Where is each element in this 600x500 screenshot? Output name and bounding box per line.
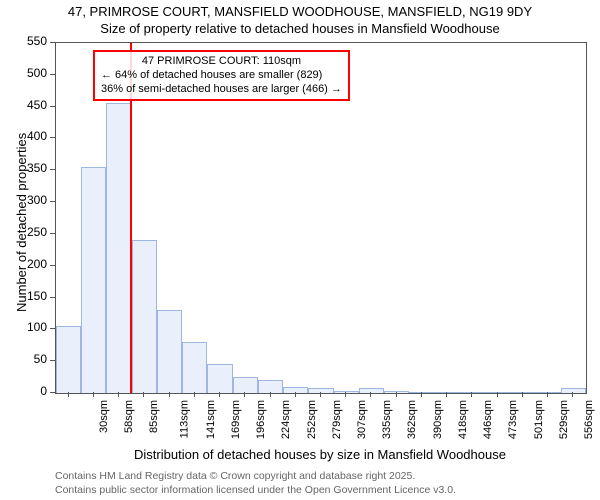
x-tick-mark [471,392,472,397]
y-tick-mark [50,169,55,170]
x-tick-label: 556sqm [583,400,595,439]
histogram-bar [384,391,409,393]
x-tick-mark [93,392,94,397]
x-tick-mark [547,392,548,397]
y-tick-label: 450 [0,98,47,112]
x-tick-label: 362sqm [407,400,419,439]
x-tick-mark [194,392,195,397]
footer-line-1: Contains HM Land Registry data © Crown c… [55,470,456,484]
x-tick-label: 529sqm [558,400,570,439]
y-tick-label: 350 [0,161,47,175]
footer-attribution: Contains HM Land Registry data © Crown c… [55,470,456,497]
y-tick-label: 150 [0,289,47,303]
x-tick-mark [169,392,170,397]
x-tick-mark [295,392,296,397]
x-tick-mark [68,392,69,397]
x-axis-label: Distribution of detached houses by size … [55,447,585,462]
x-tick-label: 252sqm [306,400,318,439]
title-line-2: Size of property relative to detached ho… [0,21,600,38]
chart-container: 47, PRIMROSE COURT, MANSFIELD WOODHOUSE,… [0,0,600,500]
histogram-bar [56,326,81,393]
histogram-bar [283,387,308,393]
x-tick-label: 224sqm [280,400,292,439]
footer-line-2: Contains public sector information licen… [55,484,456,498]
annotation-box: 47 PRIMROSE COURT: 110sqm ← 64% of detac… [93,50,350,101]
y-tick-mark [50,106,55,107]
y-tick-mark [50,297,55,298]
y-tick-label: 250 [0,225,47,239]
x-tick-mark [396,392,397,397]
x-tick-label: 30sqm [98,400,110,433]
y-tick-label: 550 [0,34,47,48]
y-tick-mark [50,360,55,361]
histogram-bar [106,103,131,393]
x-tick-mark [446,392,447,397]
y-tick-mark [50,74,55,75]
y-tick-label: 50 [0,352,47,366]
x-tick-mark [219,392,220,397]
y-tick-mark [50,328,55,329]
y-tick-mark [50,392,55,393]
x-tick-label: 169sqm [230,400,242,439]
x-tick-label: 196sqm [255,400,267,439]
x-tick-label: 279sqm [331,400,343,439]
histogram-bar [409,392,434,393]
y-tick-mark [50,201,55,202]
x-tick-label: 113sqm [179,400,191,438]
y-tick-mark [50,233,55,234]
x-tick-mark [345,392,346,397]
y-tick-mark [50,137,55,138]
histogram-bar [233,377,258,393]
x-tick-mark [118,392,119,397]
x-tick-mark [370,392,371,397]
x-tick-label: 473sqm [508,400,520,439]
histogram-bar [81,167,106,393]
y-tick-label: 200 [0,257,47,271]
x-tick-label: 501sqm [533,400,545,439]
x-tick-mark [522,392,523,397]
x-tick-mark [421,392,422,397]
x-tick-mark [572,392,573,397]
y-tick-mark [50,42,55,43]
histogram-bar [485,392,510,393]
y-tick-mark [50,265,55,266]
x-tick-mark [244,392,245,397]
title-block: 47, PRIMROSE COURT, MANSFIELD WOODHOUSE,… [0,0,600,38]
x-tick-mark [270,392,271,397]
title-line-1: 47, PRIMROSE COURT, MANSFIELD WOODHOUSE,… [0,4,600,21]
x-tick-label: 307sqm [356,400,368,439]
histogram-bar [157,310,182,393]
x-tick-label: 141sqm [205,400,217,439]
annotation-line-1: 47 PRIMROSE COURT: 110sqm [101,55,342,69]
histogram-bar [132,240,157,393]
y-tick-label: 0 [0,384,47,398]
x-tick-label: 58sqm [123,400,135,433]
histogram-bar [182,342,207,393]
x-tick-mark [320,392,321,397]
y-tick-label: 100 [0,320,47,334]
x-tick-label: 390sqm [432,400,444,439]
x-tick-label: 335sqm [381,400,393,439]
y-tick-label: 500 [0,66,47,80]
y-tick-label: 300 [0,193,47,207]
y-axis-label: Number of detached properties [14,133,29,312]
y-tick-label: 400 [0,129,47,143]
x-tick-label: 446sqm [482,400,494,439]
annotation-line-2: ← 64% of detached houses are smaller (82… [101,69,342,83]
x-tick-mark [143,392,144,397]
x-tick-mark [497,392,498,397]
histogram-bar [207,364,232,393]
x-tick-label: 85sqm [148,400,160,433]
x-tick-label: 418sqm [457,400,469,439]
histogram-bar [510,392,535,393]
annotation-line-3: 36% of semi-detached houses are larger (… [101,83,342,97]
